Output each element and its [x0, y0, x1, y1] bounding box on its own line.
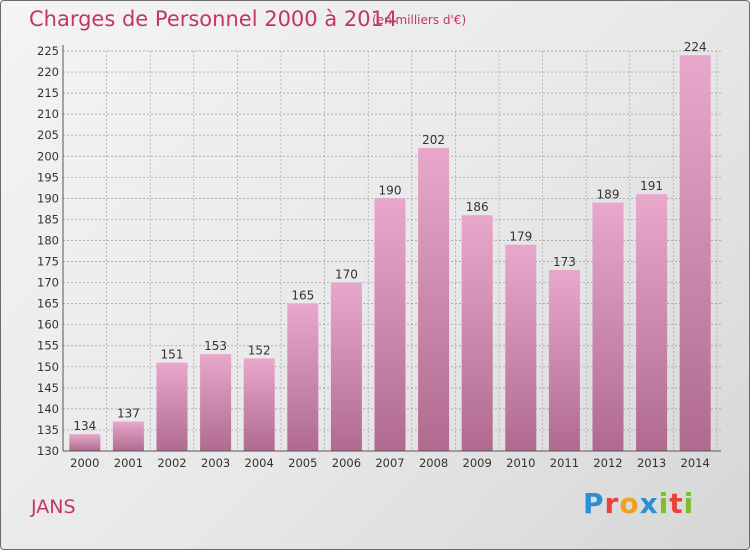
- x-tick-label: 2006: [332, 456, 361, 470]
- x-tick-label: 2009: [463, 456, 492, 470]
- logo-letter: i: [683, 487, 695, 520]
- y-tick-label: 150: [37, 360, 59, 374]
- value-label: 224: [684, 40, 707, 54]
- y-tick-label: 195: [37, 170, 59, 184]
- value-label: 170: [335, 268, 358, 282]
- y-tick-label: 170: [37, 276, 59, 290]
- y-tick-label: 145: [37, 381, 59, 395]
- y-tick-label: 215: [37, 86, 59, 100]
- x-tick-label: 2005: [288, 456, 317, 470]
- value-label: 165: [291, 289, 314, 303]
- bar: [548, 269, 580, 451]
- proxiti-logo: Proxiti: [583, 487, 694, 520]
- chart-title: Charges de Personnel 2000 à 2014: [29, 7, 398, 31]
- value-label: 191: [640, 179, 663, 193]
- value-label: 186: [466, 200, 489, 214]
- value-label: 173: [553, 255, 576, 269]
- x-tick-label: 2000: [70, 456, 99, 470]
- logo-letter: P: [583, 487, 605, 520]
- y-tick-label: 140: [37, 402, 59, 416]
- bar: [287, 303, 319, 451]
- value-label: 153: [204, 339, 227, 353]
- bar: [69, 434, 101, 451]
- y-tick-label: 160: [37, 318, 59, 332]
- logo-letter: t: [669, 487, 684, 520]
- value-label: 202: [422, 133, 445, 147]
- logo-letter: o: [619, 487, 640, 520]
- bar: [156, 362, 188, 451]
- value-label: 190: [379, 183, 402, 197]
- bar: [243, 358, 275, 451]
- value-label: 151: [161, 348, 184, 362]
- x-tick-label: 2002: [157, 456, 186, 470]
- bar: [330, 282, 362, 451]
- value-label: 134: [73, 419, 96, 433]
- chart-subtitle: (en milliers d'€): [372, 13, 467, 27]
- x-tick-label: 2011: [550, 456, 579, 470]
- value-label: 137: [117, 407, 140, 421]
- y-tick-label: 185: [37, 212, 59, 226]
- x-tick-label: 2013: [637, 456, 666, 470]
- bar: [112, 421, 144, 451]
- bar: [592, 202, 624, 451]
- x-tick-label: 2014: [681, 456, 710, 470]
- y-tick-label: 180: [37, 233, 59, 247]
- commune-name: JANS: [31, 496, 76, 518]
- y-tick-label: 165: [37, 297, 59, 311]
- logo-letter: i: [658, 487, 670, 520]
- x-tick-label: 2010: [506, 456, 535, 470]
- y-tick-label: 190: [37, 191, 59, 205]
- y-tick-label: 210: [37, 107, 59, 121]
- bar: [505, 244, 537, 451]
- logo-letter: r: [604, 487, 620, 520]
- bar: [636, 194, 668, 451]
- y-tick-label: 175: [37, 255, 59, 269]
- y-tick-label: 130: [37, 444, 59, 458]
- x-tick-label: 2003: [201, 456, 230, 470]
- y-tick-label: 205: [37, 128, 59, 142]
- value-label: 179: [509, 230, 532, 244]
- x-tick-label: 2001: [114, 456, 143, 470]
- y-tick-label: 135: [37, 423, 59, 437]
- bar: [418, 147, 450, 451]
- x-tick-label: 2007: [375, 456, 404, 470]
- value-label: 152: [248, 343, 271, 357]
- y-tick-label: 200: [37, 149, 59, 163]
- x-tick-label: 2012: [593, 456, 622, 470]
- bar: [679, 55, 711, 452]
- x-tick-label: 2004: [245, 456, 274, 470]
- value-label: 189: [597, 188, 620, 202]
- y-tick-label: 220: [37, 65, 59, 79]
- bar: [461, 215, 493, 451]
- logo-letter: x: [639, 487, 659, 520]
- x-tick-label: 2008: [419, 456, 448, 470]
- y-tick-label: 225: [37, 44, 59, 58]
- y-tick-label: 155: [37, 339, 59, 353]
- bar: [200, 354, 232, 451]
- bar: [374, 198, 406, 451]
